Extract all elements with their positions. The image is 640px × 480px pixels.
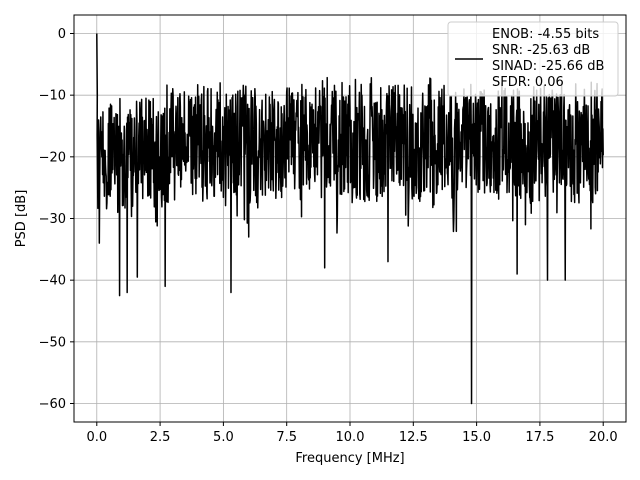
legend-line-2: SNR: -25.63 dB <box>492 43 590 58</box>
y-tick-label: −60 <box>39 397 66 412</box>
x-tick-label: 5.0 <box>213 430 234 445</box>
legend-line-1: ENOB: -4.55 bits <box>492 27 599 42</box>
x-tick-label: 20.0 <box>589 430 618 445</box>
y-tick-label: 0 <box>58 27 66 42</box>
y-tick-label: −50 <box>39 335 66 350</box>
x-axis-label: Frequency [MHz] <box>295 451 404 466</box>
y-axis-label: PSD [dB] <box>14 190 29 248</box>
x-tick-label: 2.5 <box>150 430 171 445</box>
x-tick-label: 17.5 <box>525 430 554 445</box>
x-tick-label: 0.0 <box>86 430 107 445</box>
legend: ENOB: -4.55 bits SNR: -25.63 dB SINAD: -25… <box>447 21 619 97</box>
y-tick-label: −20 <box>39 150 66 165</box>
legend-line-4: SFDR: 0.06 <box>492 75 564 90</box>
legend-line-3: SINAD: -25.66 dB <box>492 59 604 74</box>
x-tick-label: 7.5 <box>276 430 297 445</box>
x-tick-label: 10.0 <box>336 430 365 445</box>
y-tick-label: −10 <box>39 89 66 104</box>
y-axis-ticks: 0 −10 −20 −30 −40 −50 −60 <box>39 27 74 412</box>
y-tick-label: −30 <box>39 212 66 227</box>
x-tick-label: 12.5 <box>399 430 428 445</box>
legend-label: ENOB: -4.55 bits SNR: -25.63 dB SINAD: -25… <box>492 27 604 90</box>
x-tick-label: 15.0 <box>462 430 491 445</box>
legend-box <box>447 21 619 97</box>
psd-series-line <box>96 33 604 405</box>
x-axis-ticks: 0.0 2.5 5.0 7.5 10.0 12.5 15.0 17.5 20.0 <box>86 422 618 445</box>
series-layer <box>96 33 604 405</box>
y-tick-label: −40 <box>39 274 66 289</box>
